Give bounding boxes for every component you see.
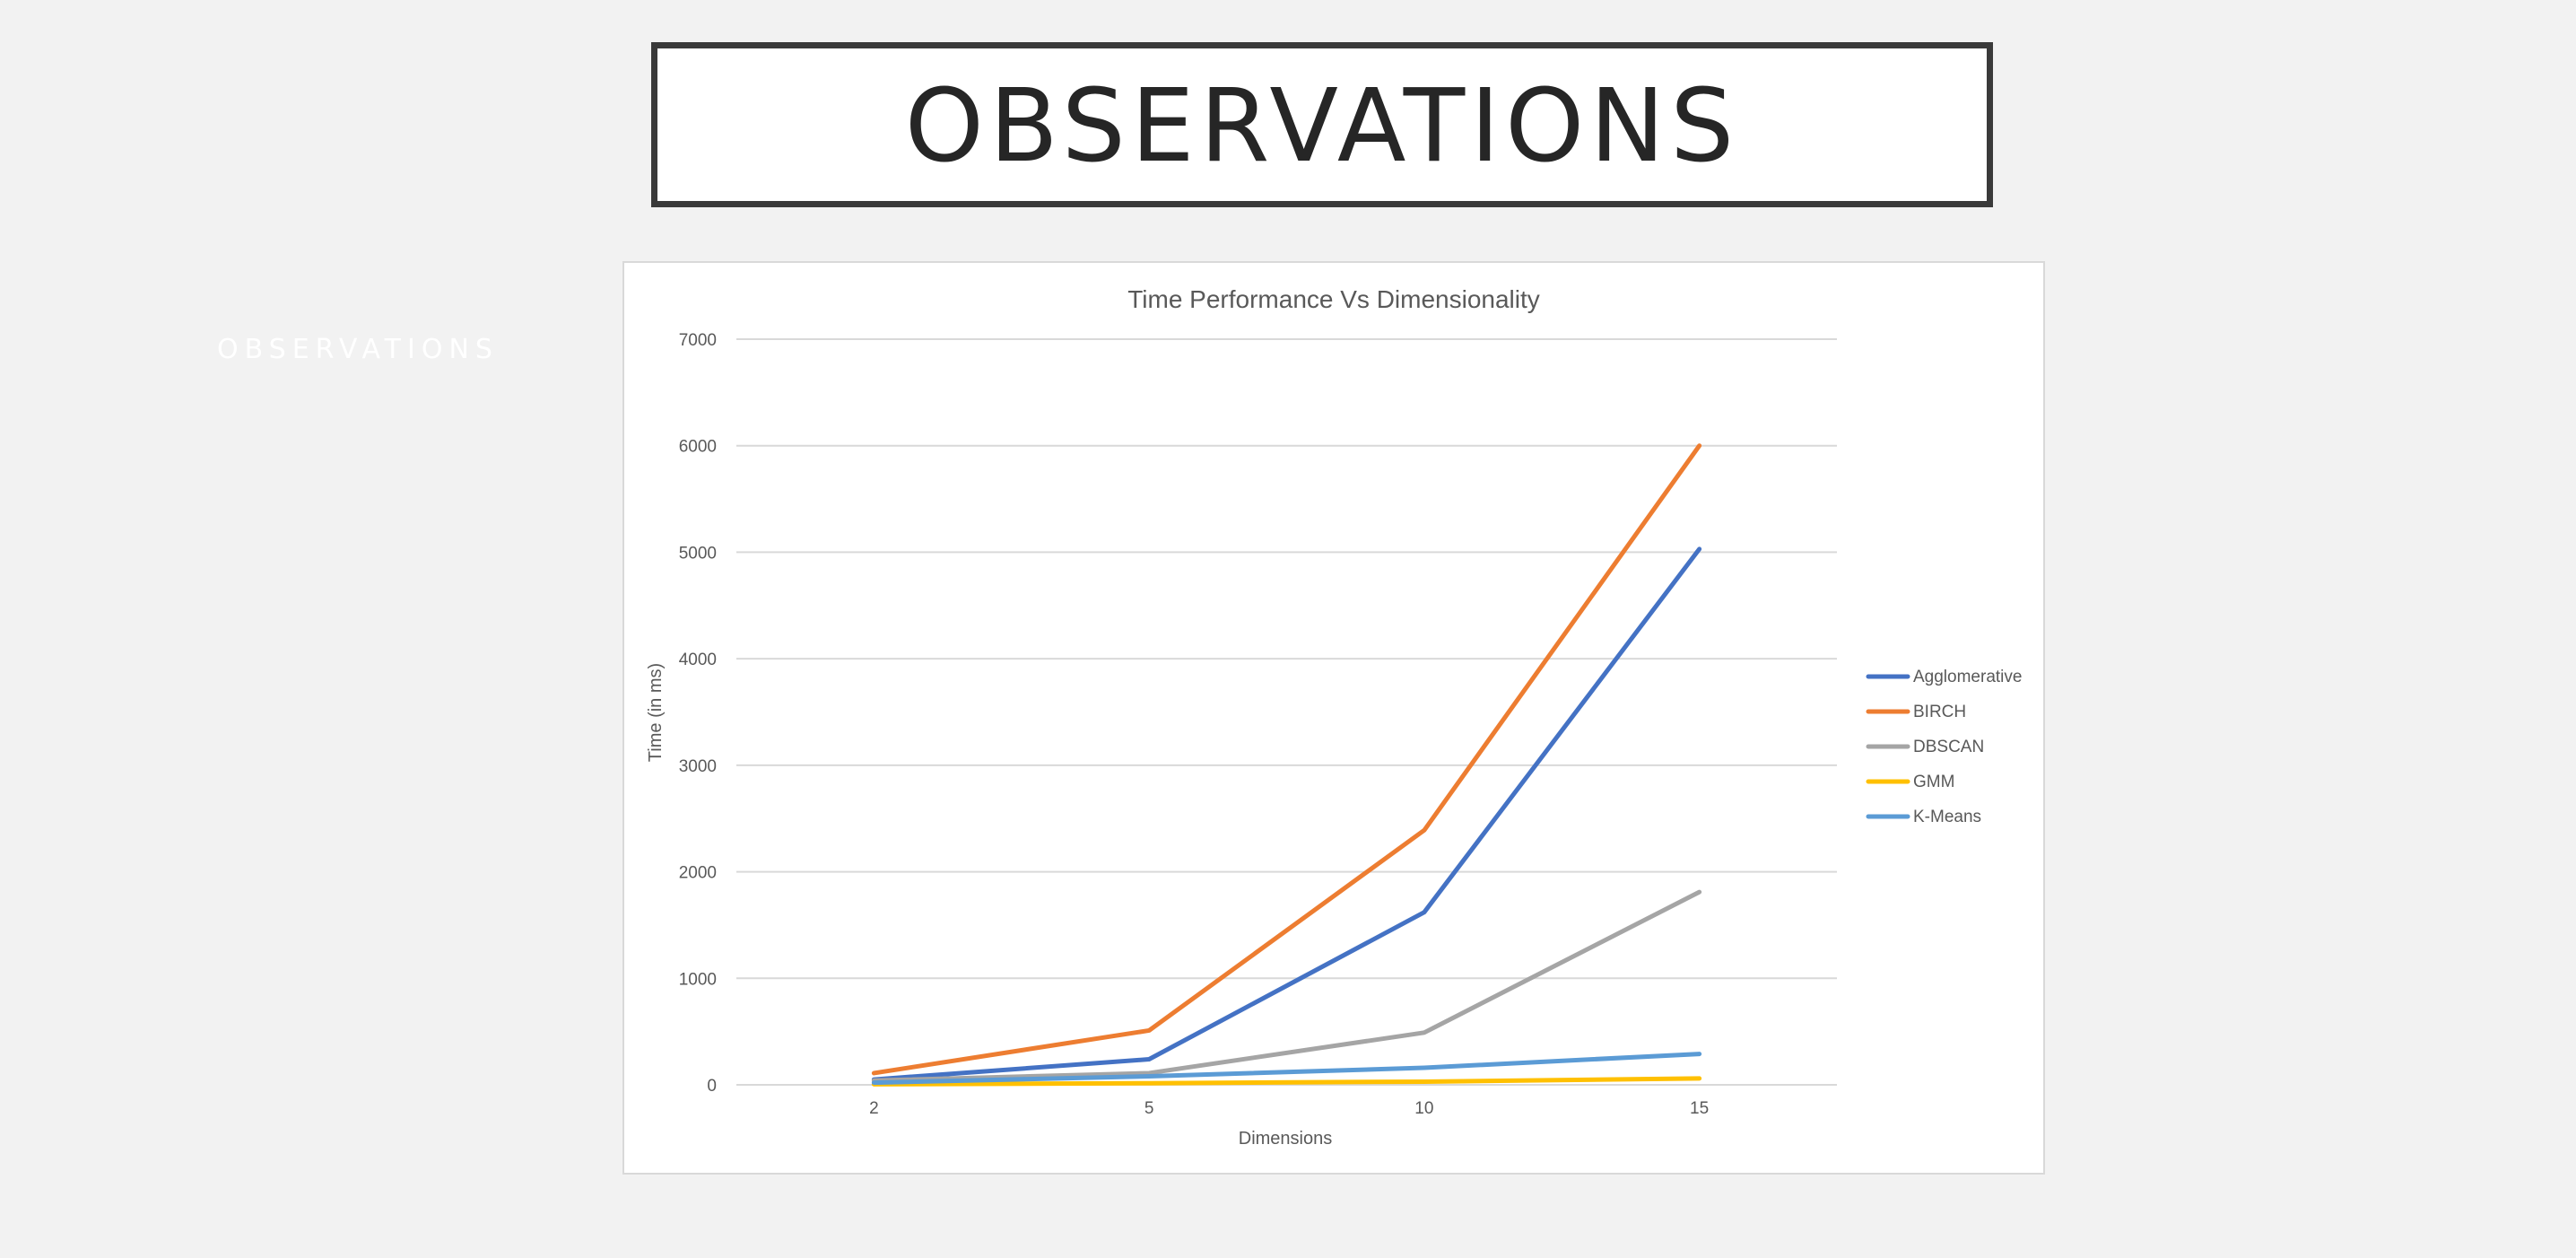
y-tick-label: 6000	[679, 438, 717, 457]
x-axis-label: Dimensions	[1239, 1129, 1332, 1149]
slide-title: OBSERVATIONS	[904, 68, 1740, 185]
series-line-gmm	[871, 1076, 1702, 1087]
legend-label-dbscan: DBSCAN	[1913, 738, 1984, 756]
legend: Agglomerative BIRCH DBSCAN GMM K-Means	[1866, 668, 2022, 826]
x-tick-label: 10	[1414, 1099, 1433, 1118]
legend-label-gmm: GMM	[1913, 773, 1954, 791]
y-tick-label: 2000	[679, 864, 717, 883]
y-axis-label: Time (in ms)	[646, 663, 666, 762]
x-tick-label: 2	[869, 1099, 879, 1118]
legend-label-agglomerative: Agglomerative	[1913, 668, 2022, 686]
y-tick-label: 1000	[679, 970, 717, 989]
y-tick-label: 4000	[679, 651, 717, 669]
side-section-label: OBSERVATIONS	[217, 334, 499, 365]
line-chart: Time Performance Vs Dimensionality 0 1000…	[646, 285, 2022, 1149]
y-tick-label: 7000	[679, 331, 717, 350]
legend-label-k-means: K-Means	[1913, 808, 1981, 826]
series-lines	[871, 443, 1702, 1087]
gridlines	[736, 338, 1837, 1086]
x-axis-ticks: 2 5 10 15	[869, 1099, 1709, 1118]
legend-label-birch: BIRCH	[1913, 703, 1966, 721]
series-line-agglomerative	[871, 546, 1702, 1082]
x-tick-label: 5	[1144, 1099, 1154, 1118]
series-line-k-means	[871, 1052, 1702, 1086]
y-axis-ticks: 0 1000 2000 3000 4000 5000 6000 7000	[679, 331, 717, 1096]
chart-panel: Time Performance Vs Dimensionality 0 1000…	[622, 261, 2045, 1175]
y-tick-label: 5000	[679, 544, 717, 563]
series-line-birch	[871, 443, 1702, 1076]
slide-title-box: OBSERVATIONS	[651, 42, 1993, 207]
x-tick-label: 15	[1690, 1099, 1709, 1118]
chart-title: Time Performance Vs Dimensionality	[1127, 285, 1540, 313]
y-tick-label: 0	[707, 1077, 717, 1096]
y-tick-label: 3000	[679, 757, 717, 776]
series-line-dbscan	[871, 889, 1702, 1083]
